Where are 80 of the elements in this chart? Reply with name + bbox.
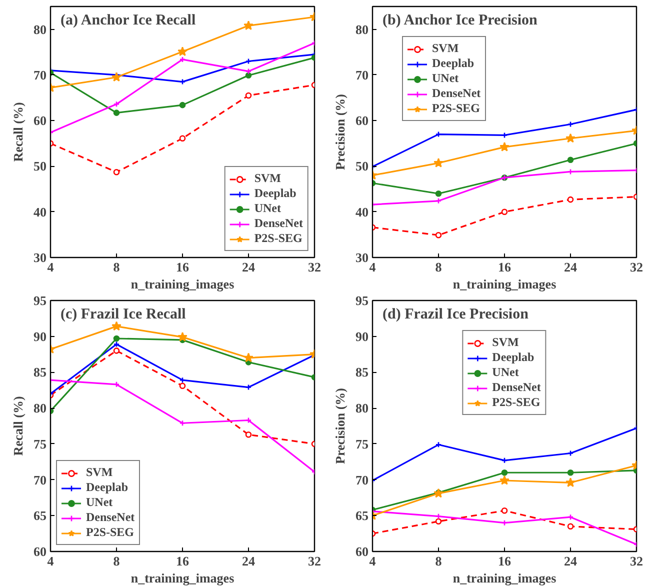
- legend-label: UNet: [254, 201, 281, 216]
- y-tick-label: 70: [34, 472, 46, 488]
- y-tick-label: 80: [356, 22, 368, 37]
- x-tick-label: 24: [242, 554, 256, 568]
- y-axis-title: Recall (%): [10, 102, 26, 162]
- y-tick-label: 70: [356, 472, 368, 488]
- y-tick-label: 65: [356, 508, 369, 524]
- legend-label: SVM: [86, 465, 113, 480]
- y-tick-label: 90: [34, 328, 46, 344]
- legend-label: P2S-SEG: [86, 525, 134, 540]
- y-tick-label: 60: [34, 544, 46, 559]
- x-tick-label: 4: [47, 554, 54, 568]
- y-tick-label: 65: [34, 508, 47, 524]
- x-tick-label: 24: [564, 260, 578, 274]
- legend-label: Deeplab: [254, 186, 296, 201]
- y-axis-title: Precision (%): [332, 94, 348, 170]
- y-tick-label: 75: [356, 436, 369, 452]
- x-tick-label: 32: [630, 554, 643, 568]
- legend-label: DenseNet: [86, 510, 135, 525]
- x-axis-title: n_training_images: [130, 570, 234, 586]
- x-tick-label: 24: [564, 554, 578, 568]
- y-tick-label: 40: [34, 204, 46, 220]
- legend-label: DenseNet: [492, 380, 541, 395]
- x-tick-label: 16: [176, 260, 190, 274]
- y-tick-label: 60: [34, 113, 46, 128]
- y-tick-label: 60: [356, 544, 368, 559]
- chart-title: (a) Anchor Ice Recall: [60, 12, 196, 28]
- legend-label: P2S-SEG: [492, 395, 540, 410]
- y-tick-label: 85: [34, 364, 47, 380]
- x-tick-label: 8: [113, 554, 120, 568]
- x-tick-label: 32: [630, 260, 643, 274]
- y-tick-label: 80: [356, 400, 368, 416]
- y-tick-label: 75: [34, 436, 47, 452]
- legend-label: SVM: [492, 335, 519, 350]
- x-tick-label: 16: [176, 554, 190, 568]
- y-tick-label: 80: [34, 22, 46, 37]
- y-tick-label: 60: [356, 113, 368, 128]
- x-tick-label: 16: [498, 554, 512, 568]
- x-tick-label: 32: [308, 554, 321, 568]
- y-tick-label: 30: [356, 250, 368, 265]
- x-tick-label: 4: [369, 260, 376, 274]
- x-axis-title: n_training_images: [452, 570, 556, 586]
- legend-label: DenseNet: [254, 216, 303, 231]
- y-tick-label: 95: [34, 293, 47, 308]
- legend-label: P2S-SEG: [254, 231, 302, 246]
- legend-label: P2S-SEG: [432, 101, 480, 116]
- x-tick-label: 24: [242, 260, 256, 274]
- x-tick-label: 4: [47, 260, 54, 274]
- x-tick-label: 8: [435, 260, 442, 274]
- y-tick-label: 50: [356, 158, 368, 174]
- x-tick-label: 4: [369, 554, 376, 568]
- chart-title: (b) Anchor Ice Precision: [382, 12, 538, 28]
- x-tick-label: 8: [435, 554, 442, 568]
- y-tick-label: 40: [356, 204, 368, 220]
- chart-title: (d) Frazil Ice Precision: [382, 306, 530, 322]
- x-axis-title: n_training_images: [130, 276, 234, 292]
- y-tick-label: 50: [34, 158, 46, 174]
- y-tick-label: 70: [356, 67, 368, 82]
- y-tick-label: 30: [34, 250, 46, 265]
- y-tick-label: 95: [356, 293, 369, 308]
- x-tick-label: 8: [113, 260, 120, 274]
- legend-label: UNet: [492, 365, 519, 380]
- legend-label: Deeplab: [492, 350, 534, 365]
- legend-label: DenseNet: [432, 86, 481, 101]
- legend-label: SVM: [254, 171, 282, 186]
- legend-label: SVM: [432, 41, 459, 56]
- legend-label: UNet: [432, 71, 459, 86]
- y-axis-title: Precision (%): [332, 388, 348, 464]
- y-tick-label: 80: [34, 400, 46, 416]
- legend-label: UNet: [86, 495, 113, 510]
- y-tick-label: 90: [356, 328, 368, 344]
- x-tick-label: 32: [308, 260, 321, 274]
- y-tick-label: 85: [356, 364, 369, 380]
- x-axis-title: n_training_images: [452, 276, 556, 292]
- legend-label: Deeplab: [86, 480, 128, 495]
- legend-label: Deeplab: [432, 56, 474, 71]
- chart-title: (c) Frazil Ice Recall: [60, 306, 186, 322]
- y-axis-title: Recall (%): [10, 396, 26, 456]
- x-tick-label: 16: [498, 260, 512, 274]
- y-tick-label: 70: [34, 67, 46, 82]
